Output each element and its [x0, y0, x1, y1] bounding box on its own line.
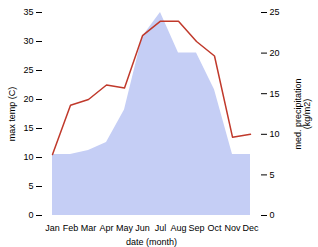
svg-text:0: 0: [270, 210, 275, 220]
svg-text:date (month): date (month): [126, 237, 177, 247]
svg-text:0: 0: [28, 210, 33, 220]
svg-text:10: 10: [270, 129, 280, 139]
svg-text:25: 25: [23, 65, 33, 75]
svg-text:20: 20: [23, 94, 33, 104]
svg-text:Jun: Jun: [135, 223, 150, 233]
svg-text:May: May: [116, 223, 134, 233]
svg-text:Mar: Mar: [81, 223, 97, 233]
svg-text:5: 5: [270, 170, 275, 180]
svg-text:10: 10: [23, 152, 33, 162]
svg-text:5: 5: [28, 181, 33, 191]
svg-text:25: 25: [270, 7, 280, 17]
svg-text:Aug: Aug: [170, 223, 186, 233]
svg-text:Sep: Sep: [188, 223, 204, 233]
svg-text:Feb: Feb: [63, 223, 79, 233]
svg-text:15: 15: [270, 89, 280, 99]
svg-text:30: 30: [23, 36, 33, 46]
svg-text:Nov: Nov: [224, 223, 241, 233]
svg-text:Jul: Jul: [155, 223, 167, 233]
svg-text:Jan: Jan: [45, 223, 60, 233]
svg-text:20: 20: [270, 48, 280, 58]
svg-text:35: 35: [23, 7, 33, 17]
svg-text:max temp (C): max temp (C): [7, 87, 17, 142]
svg-text:Dec: Dec: [242, 223, 259, 233]
svg-text:Oct: Oct: [207, 223, 222, 233]
svg-text:Apr: Apr: [99, 223, 113, 233]
svg-text:med. precipitation(kg/m2): med. precipitation(kg/m2): [293, 78, 312, 149]
svg-text:15: 15: [23, 123, 33, 133]
